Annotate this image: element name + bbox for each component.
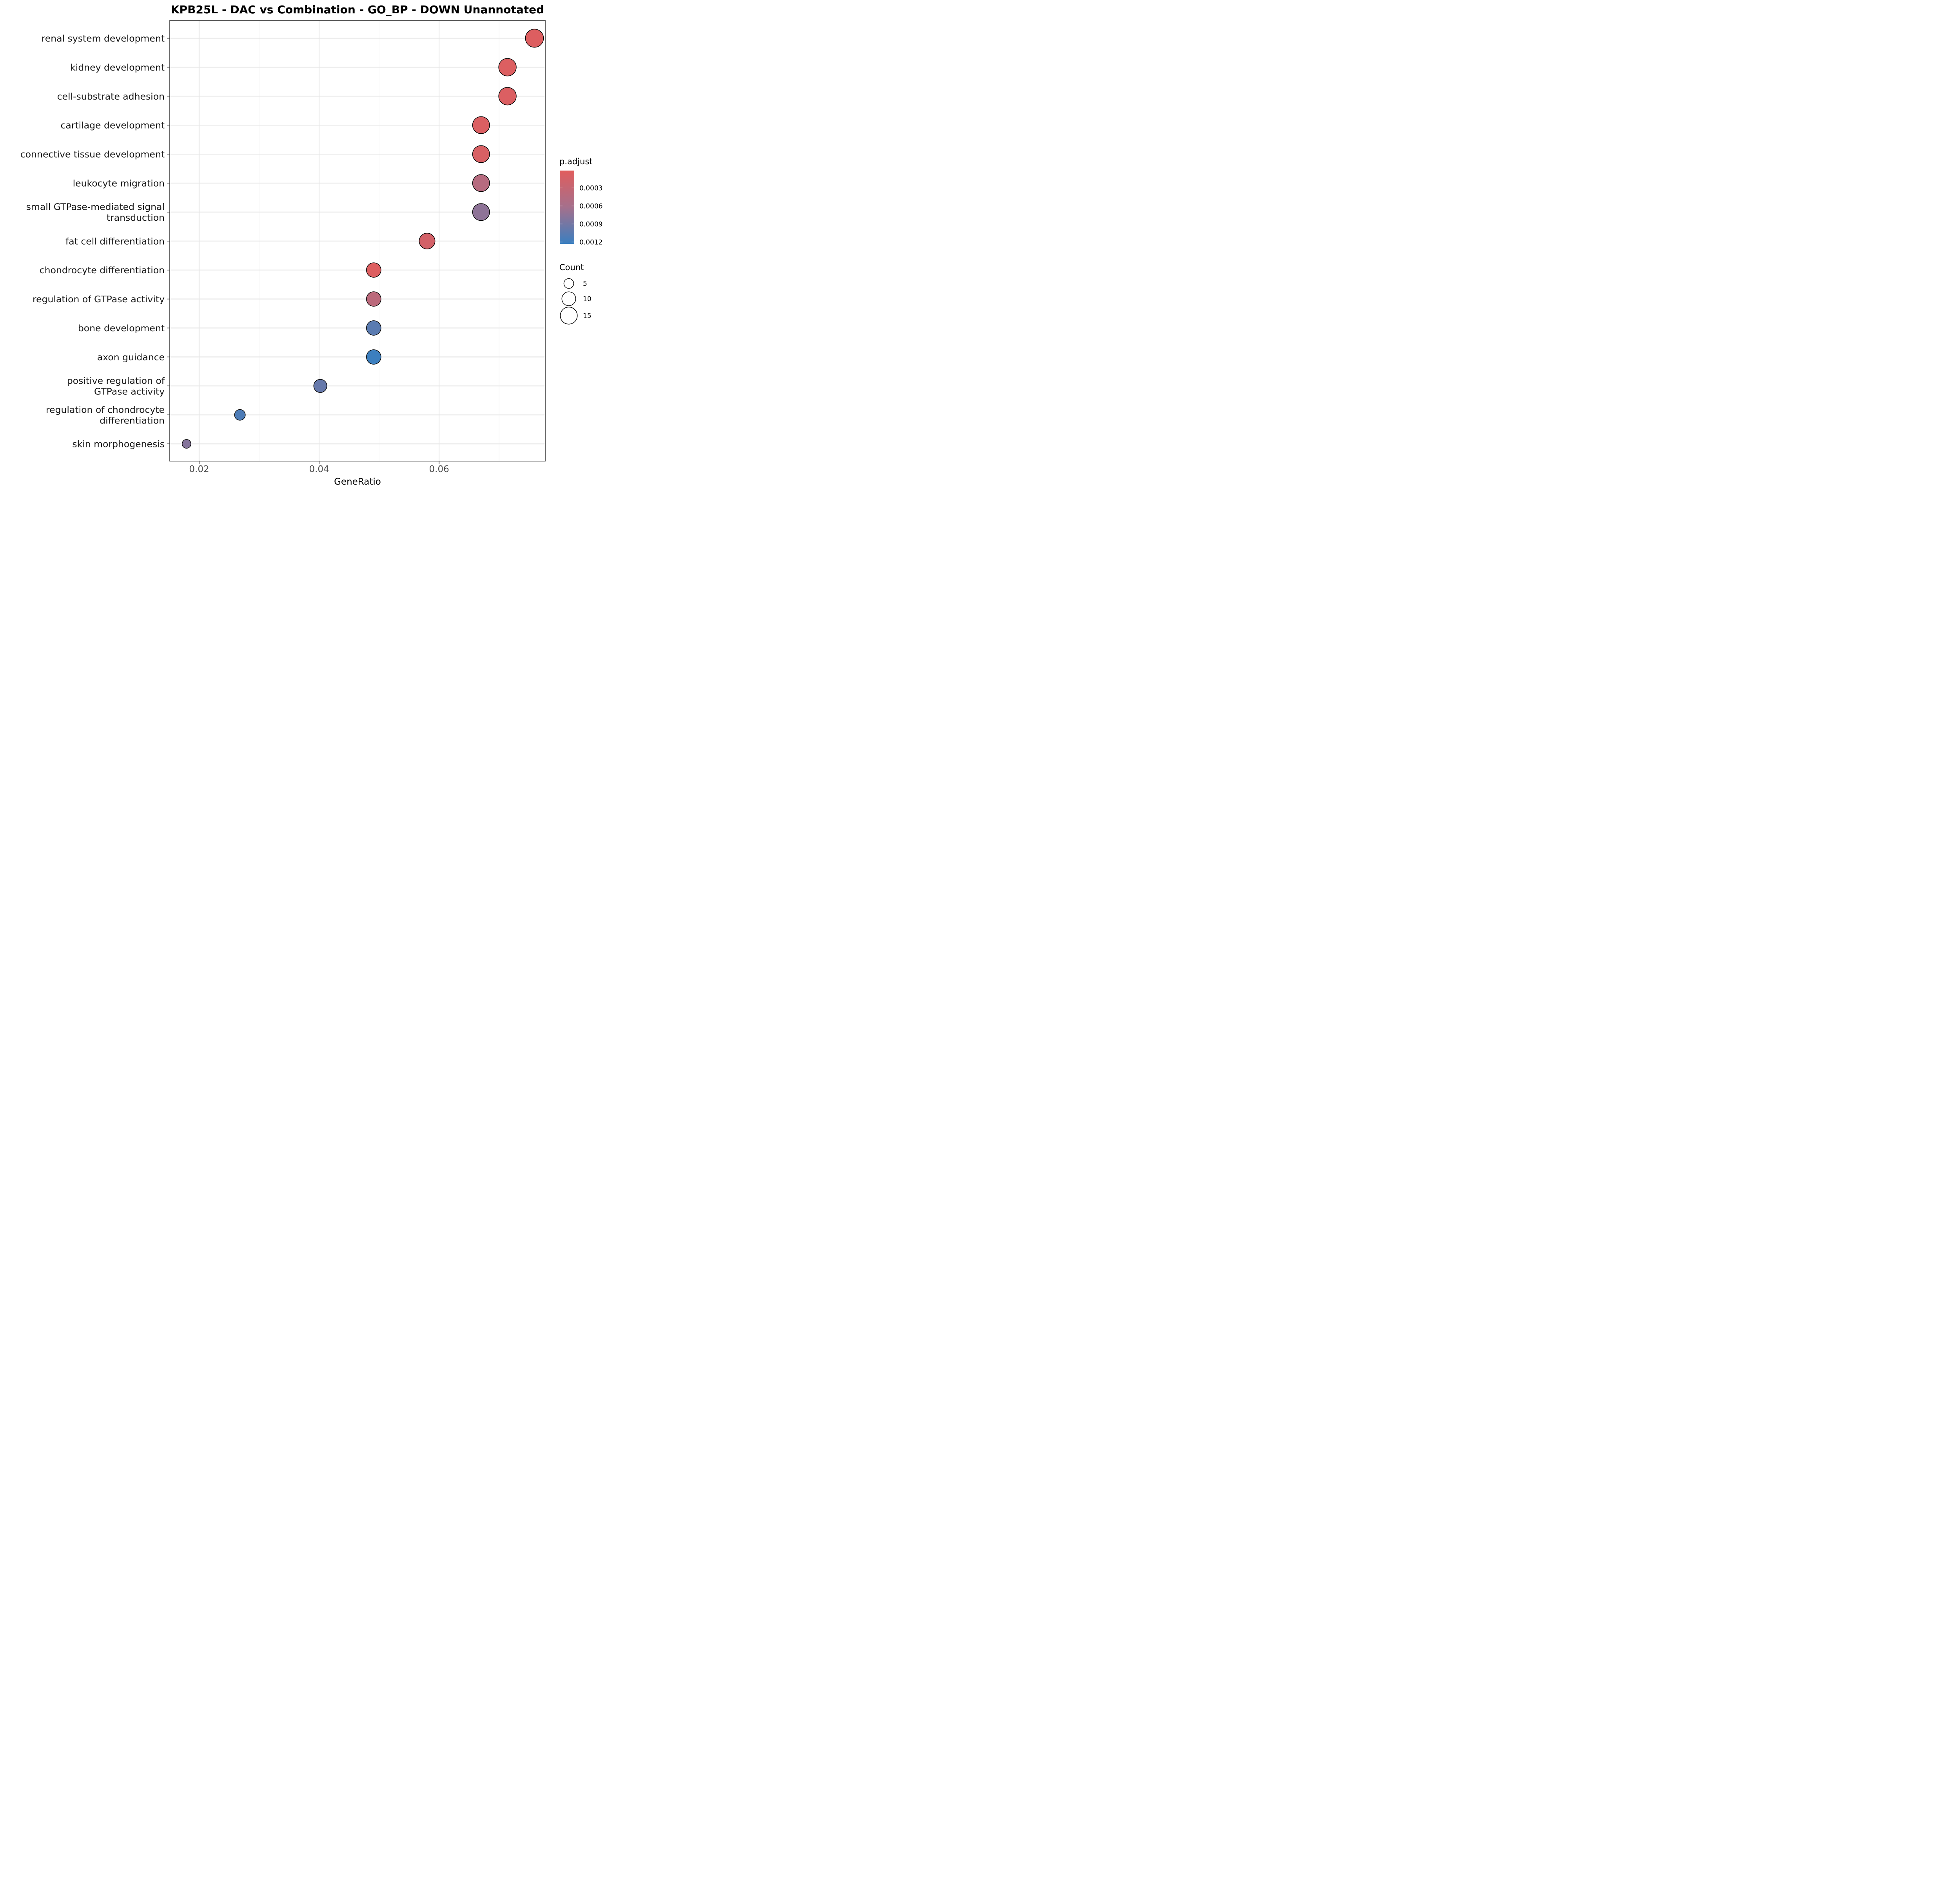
y-tick-label: connective tissue development — [20, 149, 165, 160]
y-tick-label: renal system development — [42, 33, 165, 44]
color-legend: p.adjust 0.0003 0.0006 0.0009 0.0012 — [559, 157, 603, 246]
size-legend: Count 5 10 15 — [559, 263, 592, 325]
y-tick-label: small GTPase-mediated signal transduction — [26, 202, 165, 223]
y-tick-label: axon guidance — [97, 352, 165, 363]
color-legend-tick-label: 0.0012 — [579, 238, 603, 246]
data-point — [498, 58, 517, 76]
y-tick-label: kidney development — [70, 62, 165, 73]
data-point — [181, 439, 191, 449]
data-point — [525, 29, 544, 48]
x-axis-label: GeneRatio — [334, 477, 381, 487]
size-legend-items: 5 10 15 — [560, 278, 592, 325]
data-point — [498, 87, 517, 105]
size-legend-label: 10 — [583, 295, 592, 303]
y-tick-label: skin morphogenesis — [72, 439, 165, 450]
y-tick-label: bone development — [78, 323, 165, 334]
x-tick-label: 0.02 — [189, 464, 209, 474]
size-legend-label: 5 — [583, 280, 587, 288]
data-point — [419, 233, 436, 249]
y-tick-label: cartilage development — [60, 120, 165, 131]
x-tick-label: 0.06 — [429, 464, 449, 474]
y-tick-label: leukocyte migration — [73, 178, 165, 189]
grid — [170, 20, 545, 461]
y-tick-label: regulation of GTPase activity — [33, 294, 165, 305]
data-point — [366, 291, 381, 307]
size-legend-key — [560, 307, 578, 325]
y-tick-label: regulation of chondrocyte differentiation — [46, 404, 165, 426]
chart-title: KPB25L - DAC vs Combination - GO_BP - DO… — [171, 3, 544, 16]
color-legend-title: p.adjust — [559, 157, 593, 166]
y-tick-label: fat cell differentiation — [65, 236, 165, 247]
data-point — [472, 145, 490, 163]
data-point — [234, 409, 246, 421]
data-point — [366, 320, 381, 336]
data-point — [313, 379, 327, 393]
y-tick-label: chondrocyte differentiation — [40, 265, 165, 276]
size-legend-key — [561, 291, 576, 306]
y-tick-label: positive regulation of GTPase activity — [67, 375, 165, 397]
color-legend-tick-label: 0.0006 — [579, 202, 603, 210]
data-point — [472, 116, 490, 134]
color-legend-tick-label: 0.0003 — [579, 184, 603, 192]
y-axis: renal system development kidney developme… — [20, 33, 170, 450]
size-legend-key — [563, 278, 574, 289]
color-legend-tick-label: 0.0009 — [579, 220, 603, 228]
x-tick-label: 0.04 — [309, 464, 329, 474]
color-legend-gradient-bar — [560, 171, 574, 244]
x-axis: 0.02 0.04 0.06 — [189, 461, 449, 474]
data-point — [366, 349, 381, 365]
data-point — [366, 262, 381, 278]
dot-plot-chart: KPB25L - DAC vs Combination - GO_BP - DO… — [20, 3, 603, 487]
points — [181, 29, 544, 449]
y-tick-label: cell-substrate adhesion — [57, 91, 165, 102]
size-legend-title: Count — [559, 263, 584, 272]
data-point — [472, 174, 490, 192]
color-legend-ticks: 0.0003 0.0006 0.0009 0.0012 — [560, 184, 603, 246]
data-point — [472, 203, 490, 221]
size-legend-label: 15 — [583, 312, 592, 320]
